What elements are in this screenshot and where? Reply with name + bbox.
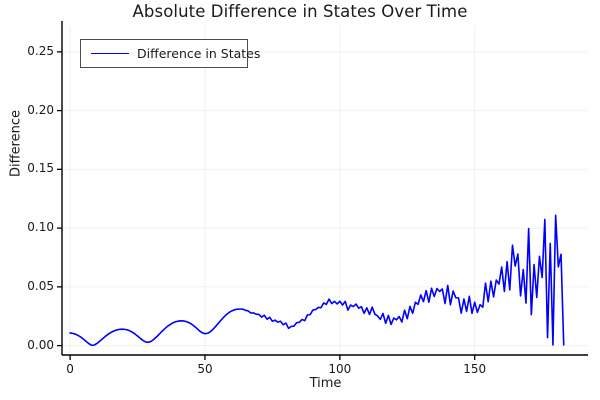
y-tick-label: 0.20 bbox=[27, 102, 54, 117]
axis-frame bbox=[61, 21, 588, 356]
y-tick-label: 0.05 bbox=[27, 278, 54, 293]
data-series bbox=[69, 214, 565, 347]
x-tick-label: 50 bbox=[197, 362, 213, 376]
x-axis-label: Time bbox=[309, 376, 342, 391]
legend-line-swatch bbox=[91, 53, 129, 54]
x-tick-label: 100 bbox=[328, 362, 352, 376]
x-tick-label: 0 bbox=[66, 362, 74, 376]
y-tick-label: 0.25 bbox=[27, 43, 54, 58]
y-tick-label: 0.15 bbox=[27, 161, 54, 176]
gridlines bbox=[62, 26, 588, 355]
y-tick-label: 0.00 bbox=[27, 337, 54, 352]
legend[interactable]: Difference in States bbox=[80, 39, 260, 68]
legend-label: Difference in States bbox=[137, 46, 261, 61]
tick-marks bbox=[57, 51, 476, 360]
y-tick-label: 0.10 bbox=[27, 220, 54, 235]
chart-title: Absolute Difference in States Over Time bbox=[132, 2, 468, 21]
x-tick-label: 150 bbox=[463, 362, 487, 376]
